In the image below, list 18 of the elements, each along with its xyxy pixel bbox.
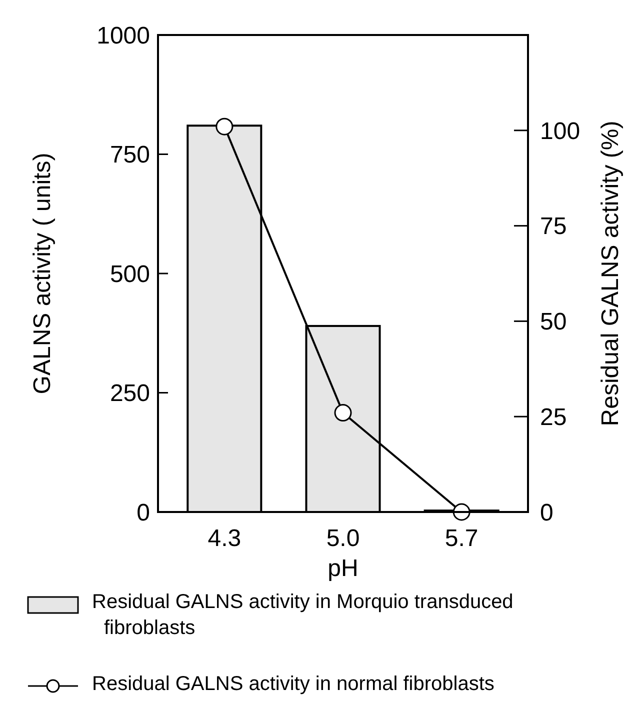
x-axis-title: pH: [328, 555, 358, 582]
y2-tick-label: 0: [540, 499, 554, 526]
y2-axis-title: Residual GALNS activity (%): [597, 120, 624, 426]
legend-label: Residual GALNS activity in Morquio transduced fibroblasts: [92, 591, 524, 639]
y2-tick-label: 50: [540, 308, 567, 336]
y-tick-label: 500: [110, 260, 150, 288]
y-axis-title: GALNS activity ( units): [29, 152, 56, 394]
y2-tick-label: 100: [540, 118, 580, 145]
legend-label: Residual GALNS activity in normal fibroblasts: [92, 673, 494, 695]
x-tick-label: 5.7: [444, 525, 478, 552]
x-tick-label: 5.0: [326, 525, 360, 552]
y-tick-label: 250: [110, 380, 150, 408]
y-tick-label: 1000: [96, 22, 150, 50]
y2-tick-label: 75: [540, 213, 567, 240]
y-tick-label: 750: [110, 142, 150, 169]
y-tick-label: 0: [136, 499, 150, 526]
y2-tick-label: 25: [540, 404, 567, 431]
x-tick-label: 4.3: [208, 525, 242, 552]
